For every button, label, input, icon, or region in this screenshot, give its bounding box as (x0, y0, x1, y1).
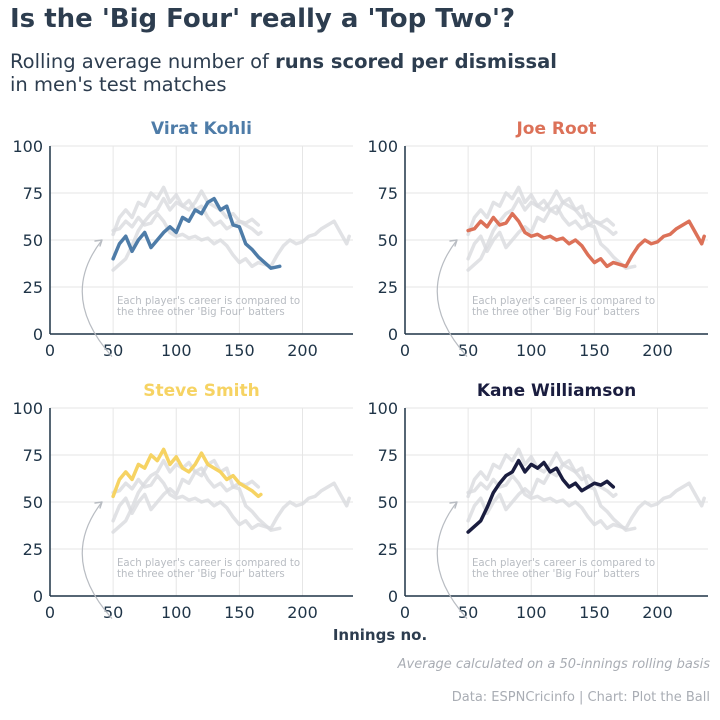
panel-kane-williamson: 0 25 50 75 100 0 50 100 150 200 Kane Williamson Eac… (367, 381, 708, 622)
panel-joe-root: 0 25 50 75 100 0 50 100 150 200 Joe Root Each playe… (367, 119, 708, 360)
y-tick-label: 50 (23, 231, 43, 250)
page-subtitle: Rolling average number of runs scored pe… (10, 50, 710, 96)
x-tick-label: 0 (45, 341, 55, 360)
annotation-text: Each player's career is compared to (117, 558, 300, 569)
x-tick-label: 50 (458, 341, 478, 360)
x-tick-label: 100 (516, 341, 547, 360)
annotation-text: Each player's career is compared to (472, 558, 655, 569)
y-tick-label: 25 (378, 540, 398, 559)
y-tick-label: 0 (388, 325, 398, 344)
series-line-virat-kohli (111, 196, 282, 270)
y-tick-label: 75 (378, 446, 398, 465)
annotation-text: Each player's career is compared to (472, 296, 655, 307)
y-tick-label: 25 (23, 278, 43, 297)
series-line-joe-root (466, 211, 706, 269)
subtitle-prefix: Rolling average number of (10, 50, 276, 73)
annotation-arrowhead (449, 501, 458, 509)
x-tick-label: 100 (161, 603, 192, 622)
x-tick-label: 100 (516, 603, 547, 622)
annotation-arrow (81, 239, 113, 357)
annotation-arrow (81, 501, 113, 619)
y-tick-label: 0 (33, 587, 43, 606)
y-tick-label: 25 (378, 278, 398, 297)
series-line-steve-smith (111, 447, 263, 499)
panel-steve-smith: 0 25 50 75 100 0 50 100 150 200 Steve Smith Each pl… (12, 381, 353, 622)
x-tick-label: 50 (458, 603, 478, 622)
y-tick-label: 0 (388, 587, 398, 606)
x-tick-label: 50 (103, 603, 123, 622)
x-tick-label: 150 (579, 603, 610, 622)
annotation-text: the three other 'Big Four' batters (117, 307, 285, 318)
annotation-arrowhead (94, 239, 103, 247)
x-tick-label: 150 (224, 341, 255, 360)
y-tick-label: 50 (378, 493, 398, 512)
annotation-text: the three other 'Big Four' batters (472, 307, 640, 318)
annotation-arrowhead (94, 501, 103, 509)
method-note: Average calculated on a 50-innings rolli… (397, 657, 710, 672)
ghost-line-joe-root (111, 473, 351, 531)
x-tick-label: 200 (642, 603, 673, 622)
panel-title: Steve Smith (143, 381, 259, 401)
ghost-line-joe-root (111, 211, 351, 269)
y-tick-label: 0 (33, 325, 43, 344)
x-axis-label: Innings no. (332, 626, 428, 644)
x-tick-label: 50 (103, 341, 123, 360)
x-tick-label: 0 (45, 603, 55, 622)
annotation-arrowhead (449, 239, 458, 247)
y-tick-label: 50 (378, 231, 398, 250)
subtitle-emphasis: runs scored per dismissal (275, 50, 557, 73)
annotation-arrow (436, 239, 468, 357)
series-line-kane-williamson (466, 458, 616, 534)
x-tick-label: 150 (579, 341, 610, 360)
panel-virat-kohli: 0 25 50 75 100 0 50 100 150 200 Virat Kohli Each pl… (12, 119, 353, 360)
y-tick-label: 100 (367, 137, 398, 156)
y-tick-label: 75 (378, 184, 398, 203)
panel-title: Kane Williamson (477, 381, 636, 401)
ghost-line-kane-williamson (111, 458, 261, 534)
subtitle-line2: in men's test matches (10, 73, 227, 96)
panel-title: Joe Root (515, 119, 596, 139)
annotation-text: the three other 'Big Four' batters (472, 569, 640, 580)
x-tick-label: 200 (287, 603, 318, 622)
x-tick-label: 0 (400, 341, 410, 360)
source-credit: Data: ESPNCricinfo | Chart: Plot the Bal… (451, 690, 710, 705)
x-tick-label: 0 (400, 603, 410, 622)
y-tick-label: 25 (23, 540, 43, 559)
y-tick-label: 75 (23, 446, 43, 465)
y-tick-label: 50 (23, 493, 43, 512)
y-tick-label: 100 (12, 137, 43, 156)
x-tick-label: 150 (224, 603, 255, 622)
panel-title: Virat Kohli (151, 119, 252, 139)
x-tick-label: 200 (287, 341, 318, 360)
x-tick-label: 200 (642, 341, 673, 360)
annotation-arrow (436, 501, 468, 619)
ghost-line-joe-root (466, 473, 706, 531)
page-title: Is the 'Big Four' really a 'Top Two'? (10, 4, 516, 34)
x-tick-label: 100 (161, 341, 192, 360)
annotation-text: Each player's career is compared to (117, 296, 300, 307)
y-tick-label: 100 (367, 399, 398, 418)
y-tick-label: 75 (23, 184, 43, 203)
y-tick-label: 100 (12, 399, 43, 418)
ghost-line-kane-williamson (466, 196, 616, 272)
annotation-text: the three other 'Big Four' batters (117, 569, 285, 580)
